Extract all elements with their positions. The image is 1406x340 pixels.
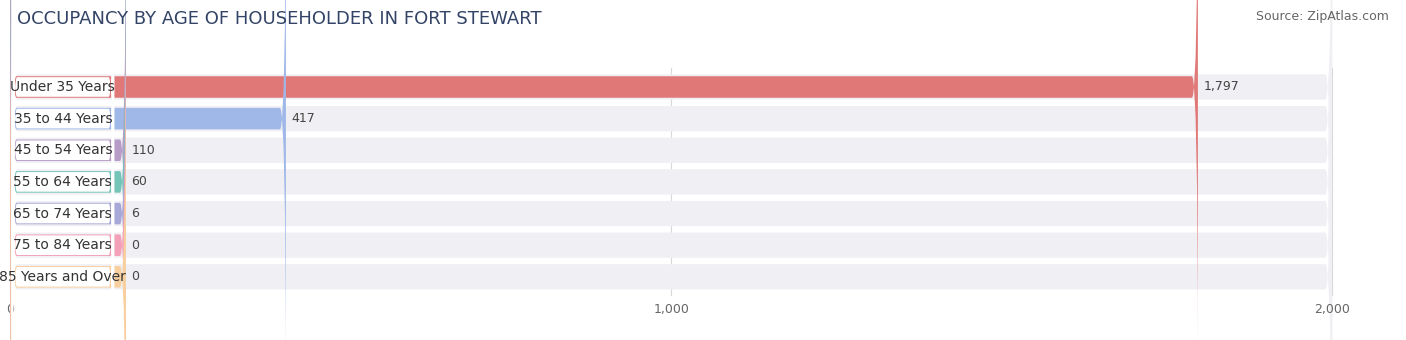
Text: 0: 0 <box>131 270 139 283</box>
FancyBboxPatch shape <box>10 0 127 340</box>
Text: 75 to 84 Years: 75 to 84 Years <box>14 238 112 252</box>
FancyBboxPatch shape <box>10 0 1331 340</box>
FancyBboxPatch shape <box>11 0 114 340</box>
FancyBboxPatch shape <box>10 0 127 340</box>
FancyBboxPatch shape <box>10 0 127 340</box>
FancyBboxPatch shape <box>10 0 1198 340</box>
Text: 6: 6 <box>131 207 139 220</box>
FancyBboxPatch shape <box>10 0 1331 340</box>
FancyBboxPatch shape <box>10 0 1331 340</box>
Text: 85 Years and Over: 85 Years and Over <box>0 270 127 284</box>
FancyBboxPatch shape <box>11 0 114 340</box>
Text: Under 35 Years: Under 35 Years <box>10 80 115 94</box>
Text: OCCUPANCY BY AGE OF HOUSEHOLDER IN FORT STEWART: OCCUPANCY BY AGE OF HOUSEHOLDER IN FORT … <box>17 10 541 28</box>
FancyBboxPatch shape <box>10 0 127 340</box>
Text: 0: 0 <box>131 239 139 252</box>
FancyBboxPatch shape <box>10 0 1331 340</box>
FancyBboxPatch shape <box>11 34 114 340</box>
FancyBboxPatch shape <box>11 2 114 340</box>
Text: 417: 417 <box>291 112 315 125</box>
Text: 65 to 74 Years: 65 to 74 Years <box>14 206 112 221</box>
FancyBboxPatch shape <box>11 0 114 340</box>
FancyBboxPatch shape <box>10 0 1331 340</box>
Text: 110: 110 <box>131 144 155 157</box>
Text: 45 to 54 Years: 45 to 54 Years <box>14 143 112 157</box>
Text: 60: 60 <box>131 175 148 188</box>
FancyBboxPatch shape <box>11 0 114 340</box>
FancyBboxPatch shape <box>10 0 1331 340</box>
FancyBboxPatch shape <box>10 0 1331 340</box>
Text: 35 to 44 Years: 35 to 44 Years <box>14 112 112 125</box>
Text: Source: ZipAtlas.com: Source: ZipAtlas.com <box>1256 10 1389 23</box>
FancyBboxPatch shape <box>10 0 285 340</box>
Text: 55 to 64 Years: 55 to 64 Years <box>14 175 112 189</box>
FancyBboxPatch shape <box>10 3 127 340</box>
FancyBboxPatch shape <box>11 0 114 330</box>
Text: 1,797: 1,797 <box>1204 81 1239 94</box>
